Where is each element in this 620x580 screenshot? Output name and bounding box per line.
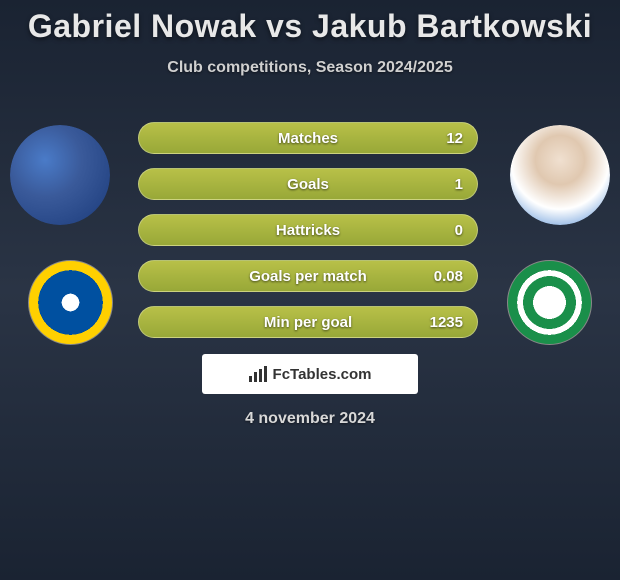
stats-container: Matches 12 Goals 1 Hattricks 0 Goals per… bbox=[138, 122, 478, 352]
date-text: 4 november 2024 bbox=[0, 410, 620, 428]
stat-row: Goals per match 0.08 bbox=[138, 260, 478, 292]
footer-brand-text: FcTables.com bbox=[273, 366, 372, 383]
stat-label: Goals bbox=[287, 176, 329, 193]
player-photo-right bbox=[510, 125, 610, 225]
stat-label: Goals per match bbox=[249, 268, 367, 285]
stat-row: Matches 12 bbox=[138, 122, 478, 154]
player2-image bbox=[510, 125, 610, 225]
chart-icon bbox=[249, 366, 267, 382]
footer-brand-badge: FcTables.com bbox=[202, 354, 418, 394]
club-badge-left bbox=[28, 260, 113, 345]
stat-value-right: 0 bbox=[455, 222, 463, 239]
club-badge-right bbox=[507, 260, 592, 345]
page-title: Gabriel Nowak vs Jakub Bartkowski bbox=[0, 0, 620, 45]
stat-label: Hattricks bbox=[276, 222, 340, 239]
player-photo-left bbox=[10, 125, 110, 225]
stat-label: Matches bbox=[278, 130, 338, 147]
stat-value-right: 12 bbox=[446, 130, 463, 147]
stat-value-right: 1235 bbox=[430, 314, 463, 331]
stat-row: Hattricks 0 bbox=[138, 214, 478, 246]
stat-value-right: 0.08 bbox=[434, 268, 463, 285]
stat-row: Goals 1 bbox=[138, 168, 478, 200]
stat-label: Min per goal bbox=[264, 314, 352, 331]
player1-image bbox=[10, 125, 110, 225]
page-subtitle: Club competitions, Season 2024/2025 bbox=[0, 59, 620, 77]
stat-row: Min per goal 1235 bbox=[138, 306, 478, 338]
stat-value-right: 1 bbox=[455, 176, 463, 193]
